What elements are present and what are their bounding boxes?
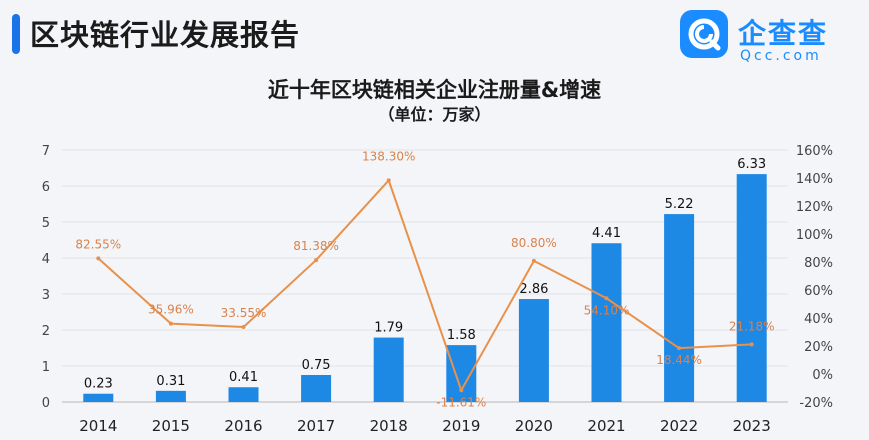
title-accent-bar [12,14,20,54]
growth-point [459,388,464,393]
left-tick-label: 3 [42,288,50,303]
growth-value-label: 81.38% [293,239,339,253]
bar-series: 0.23 0.31 0.41 0.75 1.79 1.58 2.86 4.41 5.22 6.33 [83,157,767,402]
growth-value-label: 21.18% [729,319,775,333]
chart-title: 近十年区块链相关企业注册量&增速 [267,78,602,102]
line-series: 82.55% 35.96% 33.55% 81.38% 138.30% -11.61% 80… [75,149,774,409]
right-tick-label: 20% [804,340,833,355]
right-tick-label: 60% [804,284,833,299]
growth-value-label: -11.61% [436,395,486,409]
x-tick-label: 2023 [733,417,771,435]
growth-point [749,342,754,347]
bar [155,390,186,402]
x-tick-label: 2016 [224,417,262,435]
growth-line [97,179,752,392]
bar [664,214,695,402]
right-tick-label: 80% [804,256,833,271]
left-tick-label: 0 [42,396,50,411]
right-axis: -20% 0% 20% 40% 60% 80% 100% 120% 140% 160% [796,144,833,411]
left-tick-label: 7 [42,144,50,159]
x-tick-label: 2017 [297,417,335,435]
bar-value-label: 2.86 [519,282,548,297]
right-tick-label: 120% [796,200,833,215]
bar [518,299,549,402]
growth-point [168,321,173,326]
left-tick-label: 6 [42,180,50,195]
qcc-logo: 企查查 Qcc.com [680,10,855,66]
bar [736,174,767,402]
growth-point [314,258,319,263]
x-tick-label: 2014 [79,417,117,435]
growth-value-label: 80.80% [511,236,557,250]
right-tick-label: -20% [799,396,833,411]
growth-value-label: 138.30% [362,149,415,163]
chart-subtitle: （单位：万家） [378,105,491,124]
bar-value-label: 4.41 [592,226,621,241]
bar-value-label: 1.58 [447,328,476,343]
left-tick-label: 5 [42,216,50,231]
growth-value-label: 54.10% [584,303,630,317]
growth-point [96,256,101,261]
bar-value-label: 0.75 [302,358,331,373]
report-title: 区块链行业发展报告 [30,18,301,52]
growth-value-label: 35.96% [148,303,194,317]
x-tick-label: 2015 [152,417,190,435]
x-tick-label: 2021 [587,417,625,435]
x-tick-label: 2022 [660,417,698,435]
growth-point [241,325,246,330]
x-tick-label: 2018 [370,417,408,435]
right-tick-label: 160% [796,144,833,159]
right-tick-label: 40% [804,312,833,327]
growth-value-label: 33.55% [221,306,267,320]
bar [591,243,622,402]
logo-name-cn: 企查查 [738,17,829,50]
x-tick-label: 2020 [515,417,553,435]
growth-point [531,258,536,263]
bar [373,337,404,402]
growth-value-label: 18.44% [656,353,702,367]
bar-value-label: 0.31 [156,374,185,389]
right-tick-label: 100% [796,228,833,243]
bar-value-label: 6.33 [737,157,766,172]
growth-point [604,296,609,301]
bar-value-label: 0.41 [229,370,258,385]
qcc-logo-icon [680,10,728,58]
logo-name-en: Qcc.com [740,48,822,64]
bar-value-label: 1.79 [374,321,403,336]
x-tick-label: 2019 [442,417,480,435]
bar [83,393,114,402]
bar [301,375,332,402]
growth-point [677,346,682,351]
growth-point [386,178,391,183]
bar [228,387,259,402]
left-tick-label: 1 [42,360,50,375]
growth-value-label: 82.55% [75,237,121,251]
x-axis: 2014 2015 2016 2017 2018 2019 2020 2021 2022 2023 [79,417,771,435]
bar-value-label: 0.23 [84,377,113,392]
left-tick-label: 4 [42,252,50,267]
right-tick-label: 0% [812,368,833,383]
left-axis: 0 1 2 3 4 5 6 7 [42,144,50,411]
bar-value-label: 5.22 [665,197,694,212]
left-tick-label: 2 [42,324,50,339]
right-tick-label: 140% [796,172,833,187]
